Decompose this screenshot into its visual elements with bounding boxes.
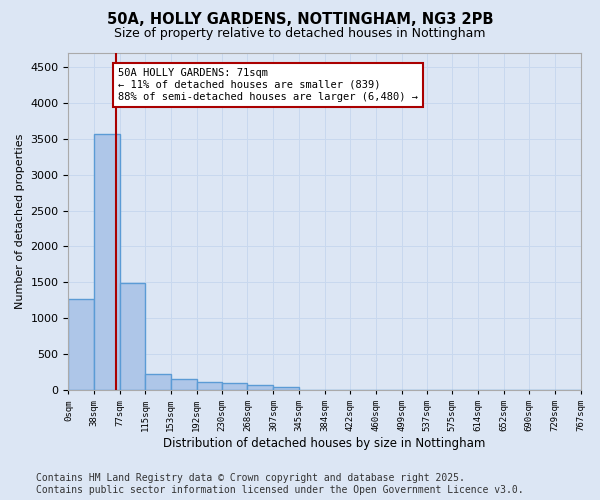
Text: 50A HOLLY GARDENS: 71sqm
← 11% of detached houses are smaller (839)
88% of semi-: 50A HOLLY GARDENS: 71sqm ← 11% of detach…	[118, 68, 418, 102]
X-axis label: Distribution of detached houses by size in Nottingham: Distribution of detached houses by size …	[163, 437, 485, 450]
Y-axis label: Number of detached properties: Number of detached properties	[15, 134, 25, 309]
Bar	[170, 378, 197, 390]
Text: Contains HM Land Registry data © Crown copyright and database right 2025.
Contai: Contains HM Land Registry data © Crown c…	[36, 474, 524, 495]
Bar	[145, 374, 170, 390]
Text: Size of property relative to detached houses in Nottingham: Size of property relative to detached ho…	[114, 28, 486, 40]
Bar	[197, 382, 222, 390]
Bar	[222, 383, 247, 390]
Bar	[274, 386, 299, 390]
Bar	[68, 299, 94, 390]
Bar	[94, 134, 120, 390]
Bar	[120, 283, 145, 390]
Text: 50A, HOLLY GARDENS, NOTTINGHAM, NG3 2PB: 50A, HOLLY GARDENS, NOTTINGHAM, NG3 2PB	[107, 12, 493, 28]
Bar	[247, 385, 274, 390]
